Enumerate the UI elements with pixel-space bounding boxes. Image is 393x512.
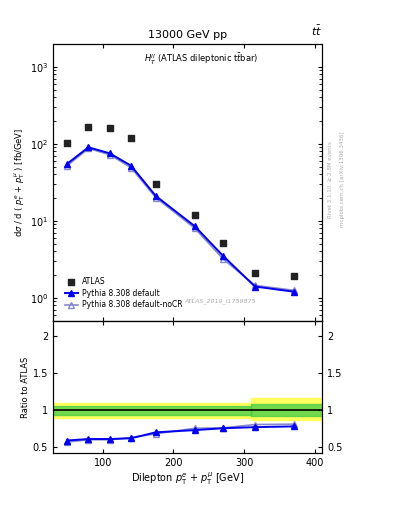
Text: mcplots.cern.ch [arXiv:1306.3436]: mcplots.cern.ch [arXiv:1306.3436] — [340, 132, 345, 227]
Pythia 8.308 default — [253, 284, 257, 290]
Text: $t\bar{t}$: $t\bar{t}$ — [311, 24, 322, 38]
Pythia 8.308 default-noCR — [193, 225, 197, 231]
Pythia 8.308 default — [153, 193, 158, 199]
Line: Pythia 8.308 default-noCR: Pythia 8.308 default-noCR — [64, 145, 297, 293]
Text: $H_T^{ll}$ (ATLAS dileptonic t$\bar{t}$bar): $H_T^{ll}$ (ATLAS dileptonic t$\bar{t}$b… — [144, 52, 258, 67]
ATLAS — [252, 269, 258, 277]
Pythia 8.308 default-noCR — [65, 162, 70, 168]
Pythia 8.308 default-noCR — [129, 164, 133, 170]
ATLAS — [291, 272, 297, 281]
Title: 13000 GeV pp: 13000 GeV pp — [148, 30, 227, 40]
Y-axis label: d$\sigma$ / d ( $p_{\rm T}^{e}$ + $p_{\rm T}^{\mu}$ ) [fb/GeV]: d$\sigma$ / d ( $p_{\rm T}^{e}$ + $p_{\r… — [12, 127, 27, 237]
Pythia 8.308 default-noCR — [153, 195, 158, 201]
Pythia 8.308 default — [221, 253, 226, 259]
Pythia 8.308 default-noCR — [253, 282, 257, 288]
ATLAS — [220, 239, 226, 247]
ATLAS — [192, 210, 198, 219]
Pythia 8.308 default — [193, 223, 197, 229]
Y-axis label: Ratio to ATLAS: Ratio to ATLAS — [21, 356, 30, 418]
Line: Pythia 8.308 default: Pythia 8.308 default — [64, 144, 297, 294]
Pythia 8.308 default-noCR — [221, 256, 226, 262]
ATLAS — [128, 134, 134, 142]
Legend: ATLAS, Pythia 8.308 default, Pythia 8.308 default-noCR: ATLAS, Pythia 8.308 default, Pythia 8.30… — [62, 275, 185, 312]
Pythia 8.308 default-noCR — [292, 287, 296, 293]
ATLAS — [107, 124, 113, 132]
ATLAS — [152, 180, 159, 188]
Pythia 8.308 default — [86, 144, 91, 151]
Pythia 8.308 default — [65, 161, 70, 167]
Pythia 8.308 default-noCR — [86, 145, 91, 152]
Pythia 8.308 default — [107, 151, 112, 157]
ATLAS — [85, 123, 92, 131]
Pythia 8.308 default-noCR — [107, 152, 112, 158]
X-axis label: Dilepton $p_{\rm T}^{e}$ + $p_{\rm T}^{\mu}$ [GeV]: Dilepton $p_{\rm T}^{e}$ + $p_{\rm T}^{\… — [131, 471, 244, 487]
Text: ATLAS_2019_I1759875: ATLAS_2019_I1759875 — [184, 298, 256, 304]
Text: Rivet 3.1.10, ≥ 2.8M events: Rivet 3.1.10, ≥ 2.8M events — [328, 141, 333, 218]
ATLAS — [64, 139, 70, 147]
Pythia 8.308 default — [129, 162, 133, 168]
Pythia 8.308 default — [292, 289, 296, 295]
